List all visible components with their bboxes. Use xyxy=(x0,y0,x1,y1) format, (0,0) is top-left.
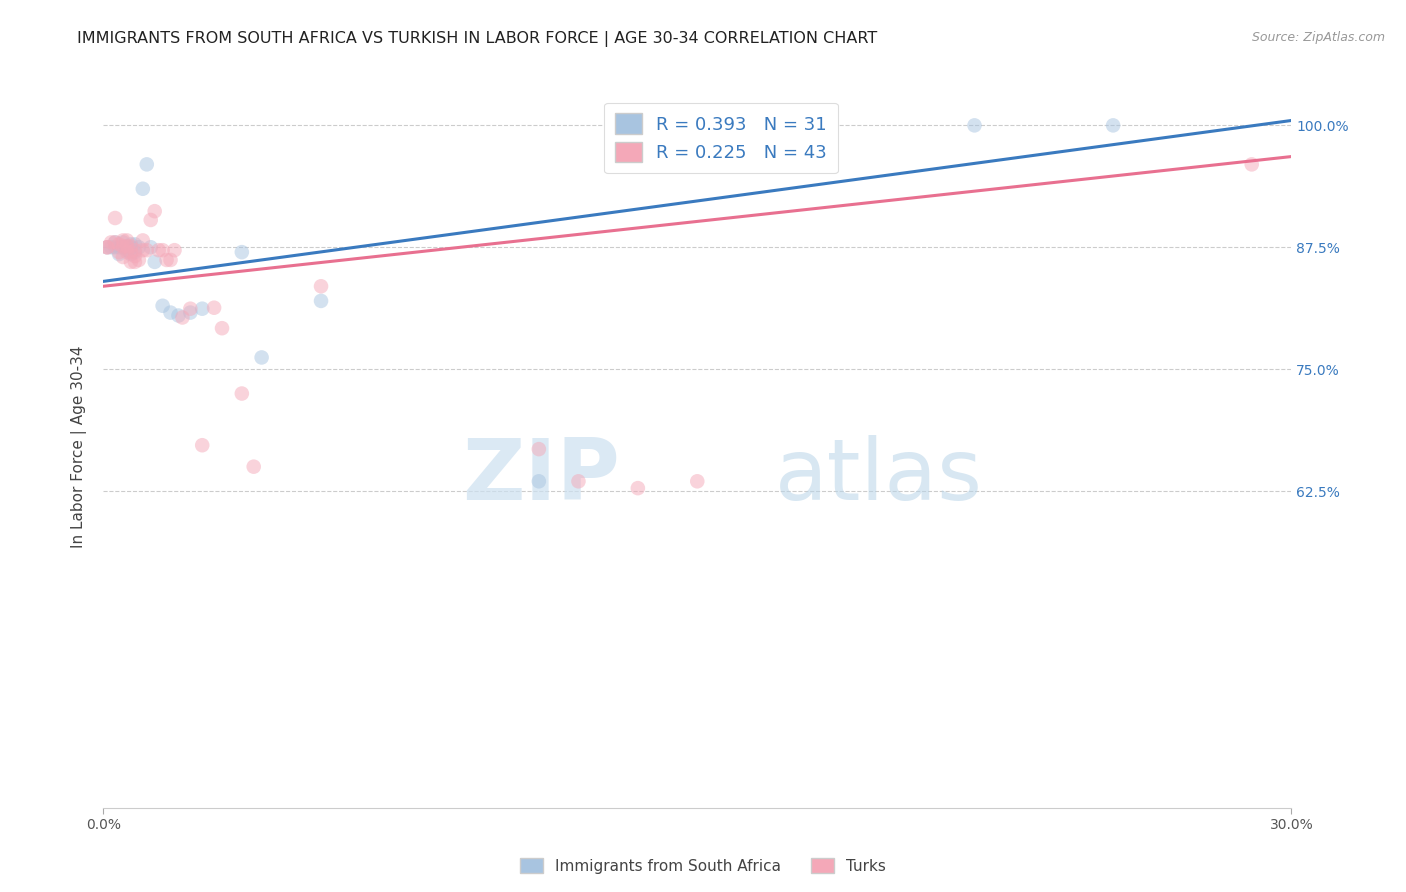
Point xyxy=(250,351,273,365)
Y-axis label: In Labor Force | Age 30-34: In Labor Force | Age 30-34 xyxy=(72,346,87,549)
Point xyxy=(115,234,138,248)
Point xyxy=(128,240,150,254)
Point xyxy=(96,240,118,254)
Point xyxy=(309,279,332,293)
Point xyxy=(111,240,134,254)
Point xyxy=(179,305,201,319)
Text: ZIP: ZIP xyxy=(463,434,620,517)
Point xyxy=(124,249,146,263)
Point xyxy=(167,309,190,323)
Point xyxy=(191,438,214,452)
Point xyxy=(527,475,550,489)
Point xyxy=(159,252,181,267)
Point xyxy=(96,240,118,254)
Point xyxy=(163,243,186,257)
Point xyxy=(152,299,174,313)
Point xyxy=(115,243,138,257)
Point xyxy=(120,245,142,260)
Point xyxy=(179,301,201,316)
Point xyxy=(111,235,134,250)
Point xyxy=(100,235,122,250)
Point xyxy=(231,245,253,260)
Point xyxy=(128,252,150,267)
Legend: R = 0.393   N = 31, R = 0.225   N = 43: R = 0.393 N = 31, R = 0.225 N = 43 xyxy=(605,103,838,173)
Point xyxy=(148,243,170,257)
Point xyxy=(120,239,142,253)
Point xyxy=(567,475,589,489)
Point xyxy=(242,459,264,474)
Point xyxy=(191,301,214,316)
Point xyxy=(100,240,122,254)
Point xyxy=(111,234,134,248)
Point xyxy=(104,240,127,254)
Point xyxy=(108,240,131,254)
Point xyxy=(120,240,142,254)
Point xyxy=(96,240,118,254)
Point xyxy=(120,255,142,269)
Point xyxy=(115,239,138,253)
Point xyxy=(108,237,131,252)
Point xyxy=(132,182,155,196)
Point xyxy=(963,119,986,133)
Point xyxy=(120,247,142,261)
Point xyxy=(124,255,146,269)
Point xyxy=(132,234,155,248)
Point xyxy=(104,235,127,250)
Point xyxy=(124,243,146,257)
Legend: Immigrants from South Africa, Turks: Immigrants from South Africa, Turks xyxy=(513,852,893,880)
Point xyxy=(627,481,650,495)
Point xyxy=(1102,119,1125,133)
Point xyxy=(309,293,332,308)
Point xyxy=(155,252,177,267)
Point xyxy=(115,239,138,253)
Text: atlas: atlas xyxy=(775,434,983,517)
Point xyxy=(111,250,134,264)
Point xyxy=(104,235,127,250)
Point xyxy=(132,243,155,257)
Point xyxy=(686,475,709,489)
Point xyxy=(135,157,157,171)
Point xyxy=(108,245,131,260)
Point xyxy=(104,211,127,225)
Point xyxy=(108,247,131,261)
Point xyxy=(139,213,162,227)
Point xyxy=(135,243,157,257)
Point xyxy=(115,245,138,260)
Point xyxy=(172,310,194,325)
Point xyxy=(152,243,174,257)
Text: IMMIGRANTS FROM SOUTH AFRICA VS TURKISH IN LABOR FORCE | AGE 30-34 CORRELATION C: IMMIGRANTS FROM SOUTH AFRICA VS TURKISH … xyxy=(77,31,877,47)
Point xyxy=(1240,157,1263,171)
Point xyxy=(111,239,134,253)
Point xyxy=(124,237,146,252)
Point xyxy=(527,442,550,456)
Point xyxy=(120,237,142,252)
Point xyxy=(159,305,181,319)
Point xyxy=(143,255,166,269)
Point xyxy=(231,386,253,401)
Point xyxy=(202,301,225,315)
Point xyxy=(124,245,146,260)
Point xyxy=(211,321,233,335)
Point xyxy=(143,204,166,219)
Text: Source: ZipAtlas.com: Source: ZipAtlas.com xyxy=(1251,31,1385,45)
Point xyxy=(139,240,162,254)
